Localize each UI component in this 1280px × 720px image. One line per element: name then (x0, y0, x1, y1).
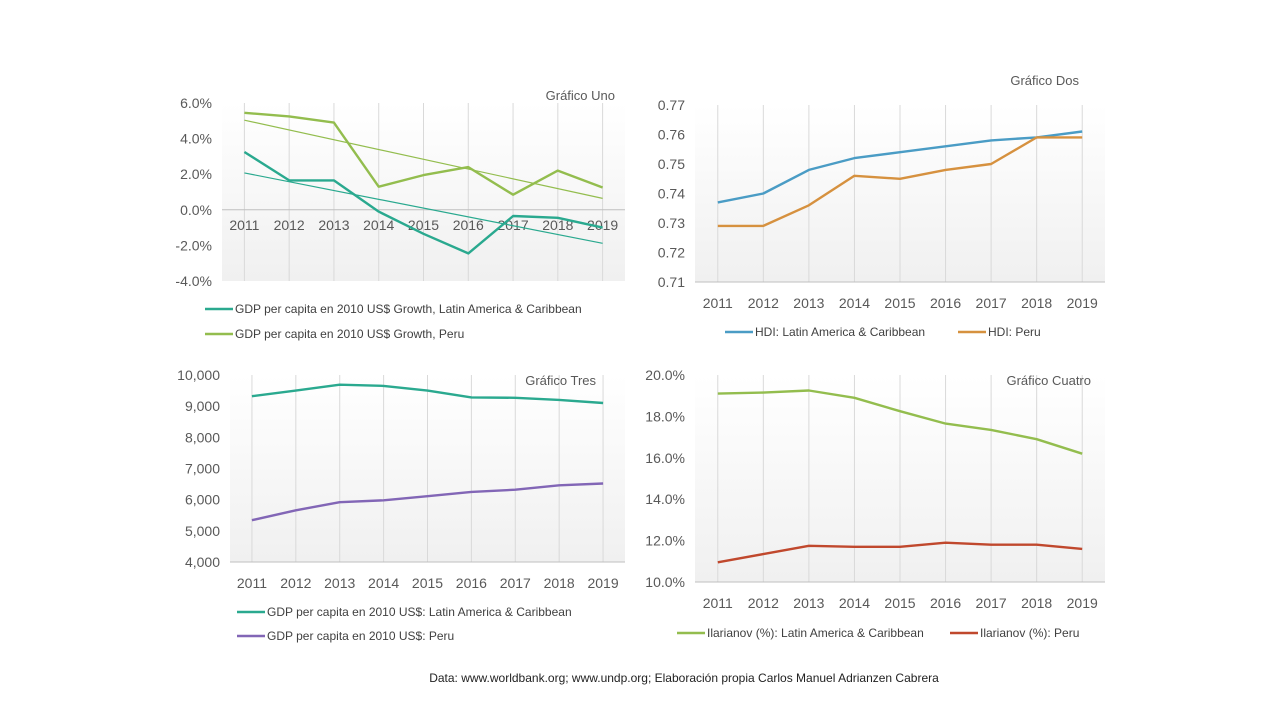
x-tick-label: 2014 (368, 575, 399, 591)
x-tick-label: 2014 (839, 595, 870, 611)
series-line-1 (251, 383, 604, 405)
y-tick-label: 6.0% (180, 95, 212, 111)
y-tick-label: 0.76 (658, 127, 685, 143)
chart-title: Gráfico Cuatro (1006, 373, 1091, 388)
x-tick-label: 2015 (884, 295, 915, 311)
chart-title: Gráfico Tres (525, 373, 596, 388)
y-tick-label: 14.0% (645, 491, 685, 507)
legend-label: Ilarianov (%): Peru (980, 626, 1079, 640)
chart-grafico-cuatro: 20.0% 18.0% 16.0% 14.0% 12.0% 10.0% 2011 2012 20… (645, 367, 1105, 640)
series-line-2 (717, 136, 1083, 228)
x-tick-label: 2011 (703, 595, 733, 611)
y-tick-label: -2.0% (175, 237, 212, 253)
x-tick-label: 2019 (587, 217, 618, 233)
x-tick-label: 2012 (748, 295, 779, 311)
x-tick-label: 2013 (318, 217, 349, 233)
y-tick-label: 7,000 (185, 461, 220, 477)
y-tick-label: 0.73 (658, 215, 685, 231)
legend-label: HDI: Peru (988, 325, 1041, 339)
y-tick-label: 0.71 (658, 274, 685, 290)
y-tick-label: 8,000 (185, 429, 220, 445)
y-tick-label: -4.0% (175, 273, 212, 289)
legend-label: GDP per capita en 2010 US$ Growth, Latin… (235, 302, 582, 316)
chart-grafico-uno: 6.0% 4.0% 2.0% 0.0% -2.0% -4.0% 2011 2012 2013 20… (175, 88, 625, 341)
x-tick-label: 2015 (412, 575, 443, 591)
x-tick-label: 2019 (1067, 595, 1098, 611)
x-tick-label: 2018 (1021, 295, 1052, 311)
x-tick-label: 2015 (408, 217, 439, 233)
y-tick-label: 0.74 (658, 186, 685, 202)
trendline (244, 172, 603, 244)
x-tick-label: 2019 (1067, 295, 1098, 311)
x-tick-label: 2017 (976, 595, 1007, 611)
y-tick-label: 20.0% (645, 367, 685, 383)
chart-grafico-dos: 0.77 0.76 0.75 0.74 0.73 0.72 0.71 2011 2012 2013… (658, 73, 1105, 339)
y-tick-label: 2.0% (180, 166, 212, 182)
chart-title: Gráfico Dos (1010, 73, 1079, 88)
x-tick-label: 2014 (363, 217, 394, 233)
x-tick-label: 2015 (884, 595, 915, 611)
y-tick-label: 10,000 (177, 367, 220, 383)
y-tick-label: 12.0% (645, 533, 685, 549)
y-tick-label: 0.77 (658, 97, 685, 113)
y-tick-label: 6,000 (185, 492, 220, 508)
chart-grafico-tres: 10,000 9,000 8,000 7,000 6,000 5,000 4,000 2011… (177, 367, 625, 643)
x-tick-label: 2016 (453, 217, 484, 233)
x-tick-label: 2013 (324, 575, 355, 591)
x-tick-label: 2016 (930, 595, 961, 611)
series-line-2 (251, 482, 604, 522)
x-tick-label: 2019 (587, 575, 618, 591)
x-tick-label: 2016 (930, 295, 961, 311)
y-tick-label: 4,000 (185, 554, 220, 570)
x-tick-label: 2017 (500, 575, 531, 591)
x-tick-label: 2018 (544, 575, 575, 591)
x-tick-label: 2011 (237, 575, 267, 591)
y-tick-label: 0.0% (180, 202, 212, 218)
y-tick-label: 0.72 (658, 245, 685, 261)
x-tick-label: 2012 (280, 575, 311, 591)
x-tick-label: 2012 (748, 595, 779, 611)
legend-label: Ilarianov (%): Latin America & Caribbean (707, 626, 924, 640)
series-line-1 (243, 150, 603, 255)
x-tick-label: 2012 (274, 217, 305, 233)
x-tick-label: 2018 (1021, 595, 1052, 611)
x-tick-label: 2013 (793, 295, 824, 311)
series-line-1 (717, 389, 1083, 455)
x-tick-label: 2011 (229, 217, 259, 233)
y-tick-label: 18.0% (645, 408, 685, 424)
legend-label: HDI: Latin America & Caribbean (755, 325, 925, 339)
y-tick-label: 16.0% (645, 450, 685, 466)
trendline (244, 119, 603, 199)
y-tick-label: 5,000 (185, 523, 220, 539)
y-tick-label: 4.0% (180, 131, 212, 147)
x-tick-label: 2014 (839, 295, 870, 311)
x-tick-label: 2016 (456, 575, 487, 591)
legend-label: GDP per capita en 2010 US$: Peru (267, 629, 454, 643)
legend-label: GDP per capita en 2010 US$: Latin Americ… (267, 605, 572, 619)
y-tick-label: 10.0% (645, 574, 685, 590)
y-tick-label: 9,000 (185, 398, 220, 414)
x-tick-label: 2017 (497, 217, 528, 233)
series-line-1 (717, 130, 1083, 204)
x-tick-label: 2013 (793, 595, 824, 611)
series-line-2 (717, 541, 1083, 564)
series-line-2 (244, 111, 604, 196)
x-tick-label: 2017 (976, 295, 1007, 311)
source-note: Data: www.worldbank.org; www.undp.org; E… (429, 671, 939, 685)
legend-label: GDP per capita en 2010 US$ Growth, Peru (235, 327, 464, 341)
chart-title: Gráfico Uno (546, 88, 615, 103)
x-tick-label: 2011 (703, 295, 733, 311)
y-tick-label: 0.75 (658, 156, 685, 172)
x-tick-label: 2018 (542, 217, 573, 233)
